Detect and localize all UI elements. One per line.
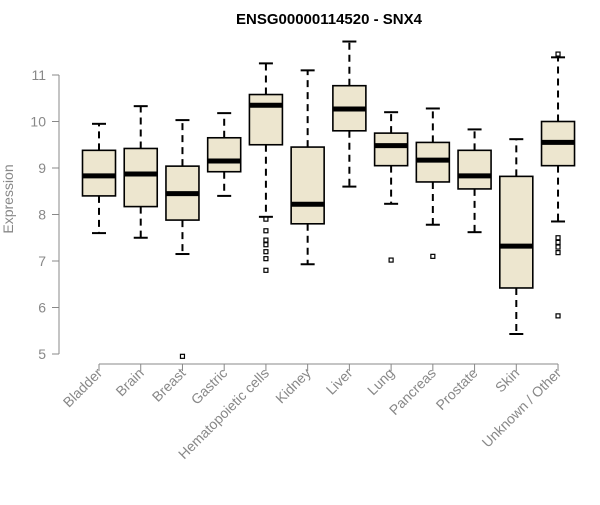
x-tick-label: Breast xyxy=(149,365,189,405)
y-tick-label: 6 xyxy=(38,300,46,316)
box-gastric xyxy=(206,112,242,197)
box-body xyxy=(290,146,325,225)
box-body xyxy=(206,136,242,173)
outlier-point xyxy=(555,235,561,241)
outlier-point xyxy=(263,242,269,248)
box-skin xyxy=(498,138,534,336)
y-axis-label: Expression xyxy=(0,164,16,233)
outlier-point xyxy=(263,249,269,255)
outlier-point xyxy=(263,256,269,262)
box-hematopoietic-cells xyxy=(248,62,284,273)
outlier-point xyxy=(555,51,561,57)
y-tick-label: 11 xyxy=(31,67,46,83)
outlier-point xyxy=(555,244,561,250)
box-prostate xyxy=(457,128,492,234)
x-tick-label: Liver xyxy=(323,365,356,398)
box-pancreas xyxy=(415,107,451,259)
outlier-point xyxy=(179,353,186,359)
y-tick-label: 5 xyxy=(38,346,46,362)
y-tick-label: 8 xyxy=(38,207,46,223)
outlier-point xyxy=(263,228,269,234)
outlier-point xyxy=(555,239,561,245)
box-brain xyxy=(123,105,159,239)
x-tick-label: Bladder xyxy=(60,365,106,411)
box-unknown-other xyxy=(540,51,576,319)
x-tick-label: Prostate xyxy=(433,365,481,413)
box-body xyxy=(248,93,284,146)
box-kidney xyxy=(290,69,325,266)
x-tick-label: Unknown / Other xyxy=(479,365,565,451)
box-bladder xyxy=(81,122,117,235)
outlier-point xyxy=(263,237,269,243)
outlier-point xyxy=(555,313,561,319)
outlier-point xyxy=(430,253,436,259)
box-body xyxy=(123,147,159,208)
y-tick-label: 7 xyxy=(38,253,46,269)
box-body xyxy=(81,149,117,197)
outlier-point xyxy=(555,250,561,256)
box-breast xyxy=(165,119,200,359)
y-tick-label: 9 xyxy=(38,160,46,176)
boxes xyxy=(81,40,576,359)
x-tick-label: Skin xyxy=(492,365,523,396)
box-body xyxy=(373,132,409,167)
x-tick-label: Brain xyxy=(112,365,146,399)
outlier-point xyxy=(263,267,269,273)
outlier-point xyxy=(263,216,269,222)
x-tick-label: Kidney xyxy=(272,365,314,407)
chart-title: ENSG00000114520 - SNX4 xyxy=(236,11,423,28)
x-tick-label: Lung xyxy=(364,365,397,398)
box-body xyxy=(498,175,534,289)
y-tick-label: 10 xyxy=(30,114,46,130)
box-body xyxy=(457,149,492,190)
box-lung xyxy=(373,111,409,263)
outlier-point xyxy=(388,257,394,263)
box-liver xyxy=(332,40,367,188)
